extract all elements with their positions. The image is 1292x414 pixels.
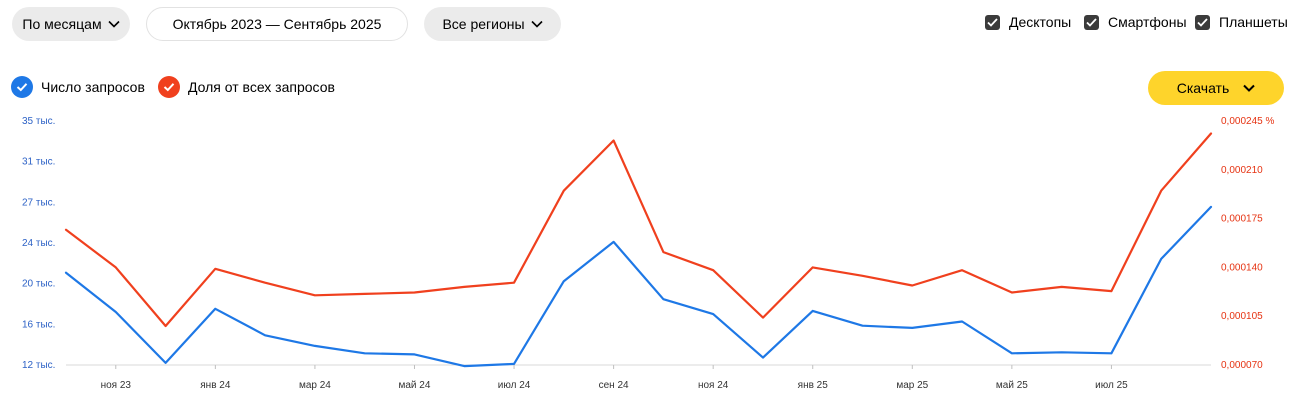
region-select-label: Все регионы: [442, 16, 525, 32]
y-right-tick-label: 0,000105: [1221, 311, 1263, 322]
chevron-down-icon: [108, 20, 120, 28]
chevron-down-icon: [530, 20, 543, 28]
y-left-tick-label: 12 тыс.: [22, 360, 55, 371]
device-smartphone-label: Смартфоны: [1108, 14, 1187, 30]
x-tick-label: май 24: [399, 380, 431, 391]
period-select[interactable]: По месяцам: [12, 7, 130, 41]
device-tablet-label: Планшеты: [1219, 14, 1288, 30]
y-right-tick-label: 0,000245 %: [1221, 116, 1274, 127]
x-tick-label: май 25: [996, 380, 1028, 391]
x-tick-label: мар 25: [896, 380, 928, 391]
y-left-tick-label: 16 тыс.: [22, 319, 55, 330]
device-smartphone-checkbox[interactable]: Смартфоны: [1084, 14, 1187, 30]
y-left-tick-label: 27 тыс.: [22, 197, 55, 208]
x-tick-label: сен 24: [599, 380, 629, 391]
x-tick-label: янв 24: [200, 380, 231, 391]
date-range-label: Октябрь 2023 — Сентябрь 2025: [172, 16, 382, 32]
download-button-label: Скачать: [1176, 80, 1230, 96]
checkbox-checked-icon: [1195, 14, 1210, 30]
y-right-tick-label: 0,000210: [1221, 165, 1263, 176]
y-left-tick-label: 24 тыс.: [22, 238, 55, 249]
period-select-label: По месяцам: [22, 16, 102, 32]
legend-count-toggle[interactable]: Число запросов: [11, 76, 145, 98]
device-desktop-label: Десктопы: [1009, 14, 1072, 30]
legend-count-label: Число запросов: [41, 79, 145, 95]
checkbox-checked-icon: [985, 14, 1000, 30]
device-tablet-checkbox[interactable]: Планшеты: [1195, 14, 1288, 30]
device-desktop-checkbox[interactable]: Десктопы: [985, 14, 1071, 30]
y-left-tick-label: 35 тыс.: [22, 116, 55, 127]
x-tick-label: мар 24: [299, 380, 331, 391]
series-line-share: [64, 132, 1213, 328]
date-range-picker[interactable]: Октябрь 2023 — Сентябрь 2025: [146, 7, 408, 41]
download-button[interactable]: Скачать: [1148, 71, 1284, 105]
y-left-tick-label: 31 тыс.: [22, 157, 55, 168]
legend-share-label: Доля от всех запросов: [188, 79, 335, 95]
x-tick-label: янв 25: [798, 380, 829, 391]
region-select[interactable]: Все регионы: [424, 7, 561, 41]
x-tick-label: ноя 23: [101, 380, 132, 391]
y-right-tick-label: 0,000175: [1221, 214, 1263, 225]
y-right-tick-label: 0,000070: [1221, 360, 1263, 371]
y-right-tick-label: 0,000140: [1221, 262, 1263, 273]
check-icon: [158, 76, 180, 98]
y-left-tick-label: 20 тыс.: [22, 279, 55, 290]
checkbox-checked-icon: [1084, 14, 1099, 30]
chevron-down-icon: [1243, 84, 1255, 92]
series-line-count: [64, 205, 1213, 368]
x-tick-label: июл 25: [1095, 380, 1128, 391]
legend-share-toggle[interactable]: Доля от всех запросов: [158, 76, 335, 98]
check-icon: [11, 76, 33, 98]
x-tick-label: ноя 24: [698, 380, 729, 391]
x-tick-label: июл 24: [498, 380, 531, 391]
